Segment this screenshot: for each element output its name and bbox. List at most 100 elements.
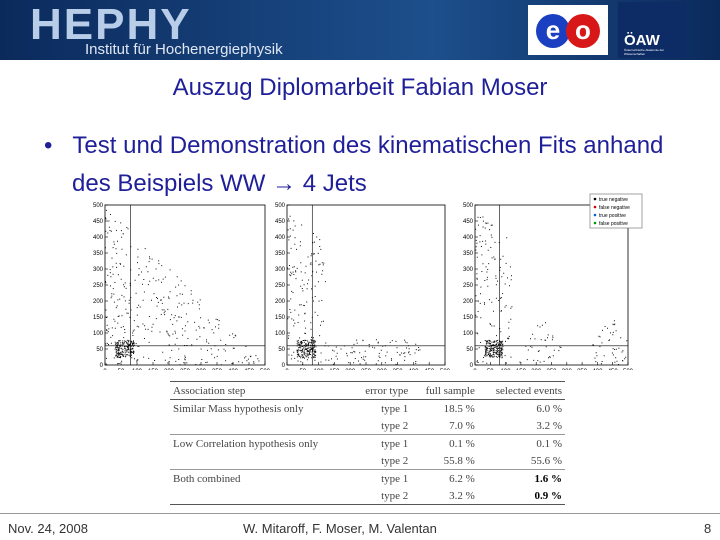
table-cell: 55.6 % [530, 454, 562, 467]
table-cell: selected events [495, 384, 562, 397]
x-tick-label: 350 [212, 369, 223, 370]
y-tick-label: 500 [275, 203, 286, 209]
legend-marker [593, 221, 597, 225]
legend-marker [593, 213, 597, 217]
table-cell: 0.1 % [536, 437, 562, 450]
y-tick-label: 300 [93, 267, 104, 273]
table-row: Both combined type 1 6.2 % 1.6 % [170, 469, 565, 488]
table-row: type 2 7.0 % 3.2 % [170, 417, 565, 435]
legend-label: false positive [599, 221, 628, 227]
y-tick-label: 450 [463, 219, 474, 225]
table-cell: 3.2 % [536, 419, 562, 432]
oaw-text: ÖAW [624, 32, 660, 49]
table-cell: Both combined [173, 472, 241, 485]
y-tick-label: 50 [466, 347, 473, 353]
table-cell [170, 417, 352, 435]
institute: Institut für Hochenergiephysik [85, 41, 283, 58]
footer-authors: W. Mitaroff, F. Moser, M. Valentan [243, 521, 437, 536]
table-cell: type 2 [381, 489, 409, 502]
plot-frame [474, 204, 629, 366]
legend-box [589, 193, 643, 229]
y-tick-label: 350 [93, 251, 104, 257]
x-tick-label: 300 [562, 369, 573, 370]
x-tick-label: 50 [299, 369, 306, 370]
y-tick-label: 100 [463, 331, 474, 337]
y-tick-label: 100 [93, 331, 104, 337]
x-tick-label: 250 [180, 369, 191, 370]
y-tick-label: 150 [93, 315, 104, 321]
x-tick-label: 0 [285, 369, 289, 370]
y-tick-label: 200 [93, 299, 104, 305]
oaw-logo: ÖAW Österreichische Akademie der Wissens… [618, 2, 686, 58]
table-row: type 2 3.2 % 0.9 % [170, 487, 565, 505]
x-tick-label: 500 [623, 369, 634, 370]
x-tick-label: 400 [228, 369, 239, 370]
table-cell: 3.2 % [449, 489, 475, 502]
legend-label: true positive [599, 213, 626, 219]
y-tick-label: 350 [275, 251, 286, 257]
x-tick-label: 350 [577, 369, 588, 370]
table-cell: 6.0 % [536, 402, 562, 415]
slide-title: Auszug Diplomarbeit Fabian Moser [172, 74, 548, 101]
table-cell: 7.0 % [449, 419, 475, 432]
x-tick-label: 400 [592, 369, 603, 370]
table-cell [170, 452, 352, 470]
y-tick-label: 500 [463, 203, 474, 209]
scatter-dots [475, 216, 628, 365]
table-row: Association step error type full sample sel… [170, 381, 565, 400]
legend-marker [593, 197, 597, 201]
oaw-subtext: Österreichische Akademie der Wissenschaf… [624, 48, 665, 56]
x-tick-label: 150 [516, 369, 527, 370]
table-row: Low Correlation hypothesis only type 1 0.1… [170, 434, 565, 453]
table-cell: 55.8 % [443, 454, 475, 467]
table-cell: 1.6 % [534, 472, 563, 485]
x-tick-label: 500 [260, 369, 271, 370]
y-tick-label: 100 [275, 331, 286, 337]
legend-label: false negative [599, 205, 630, 211]
table-cell: Low Correlation hypothesis only [173, 437, 319, 450]
table-cell: type 1 [381, 402, 409, 415]
x-tick-label: 450 [244, 369, 255, 370]
y-tick-label: 0 [282, 363, 286, 369]
y-tick-label: 0 [470, 363, 474, 369]
x-tick-label: 400 [408, 369, 419, 370]
x-tick-label: 250 [361, 369, 372, 370]
table-cell: type 1 [381, 472, 409, 485]
x-tick-label: 300 [196, 369, 207, 370]
x-tick-label: 50 [118, 369, 125, 370]
y-tick-label: 150 [463, 315, 474, 321]
x-tick-label: 250 [546, 369, 557, 370]
table-cell: type 1 [381, 437, 409, 450]
x-tick-label: 500 [440, 369, 451, 370]
x-tick-label: 200 [345, 369, 356, 370]
scatter-dots [287, 215, 421, 365]
footer-rule [0, 513, 720, 514]
footer-date: Nov. 24, 2008 [8, 521, 88, 536]
x-tick-label: 100 [501, 369, 512, 370]
x-tick-label: 100 [314, 369, 325, 370]
x-tick-label: 200 [531, 369, 542, 370]
table-cell: type 2 [381, 419, 409, 432]
x-tick-label: 100 [132, 369, 143, 370]
x-tick-label: 200 [164, 369, 175, 370]
y-tick-label: 400 [275, 235, 286, 241]
y-tick-label: 50 [278, 347, 285, 353]
legend-marker [593, 205, 597, 209]
table-cell: 6.2 % [449, 472, 475, 485]
x-tick-label: 450 [424, 369, 435, 370]
plots: 0 50 100 150 200 250 300 350 400 450 500 0 50 100 150 2… [93, 193, 643, 370]
table-cell [170, 487, 352, 505]
x-tick-label: 150 [148, 369, 159, 370]
y-tick-label: 400 [93, 235, 104, 241]
y-tick-label: 300 [463, 267, 474, 273]
plot-frame [104, 204, 266, 366]
table-cell: error type [365, 384, 409, 397]
svg-text:e: e [546, 15, 560, 45]
y-tick-label: 250 [275, 283, 286, 289]
svg-text:o: o [575, 15, 591, 45]
y-tick-label: 50 [96, 347, 103, 353]
